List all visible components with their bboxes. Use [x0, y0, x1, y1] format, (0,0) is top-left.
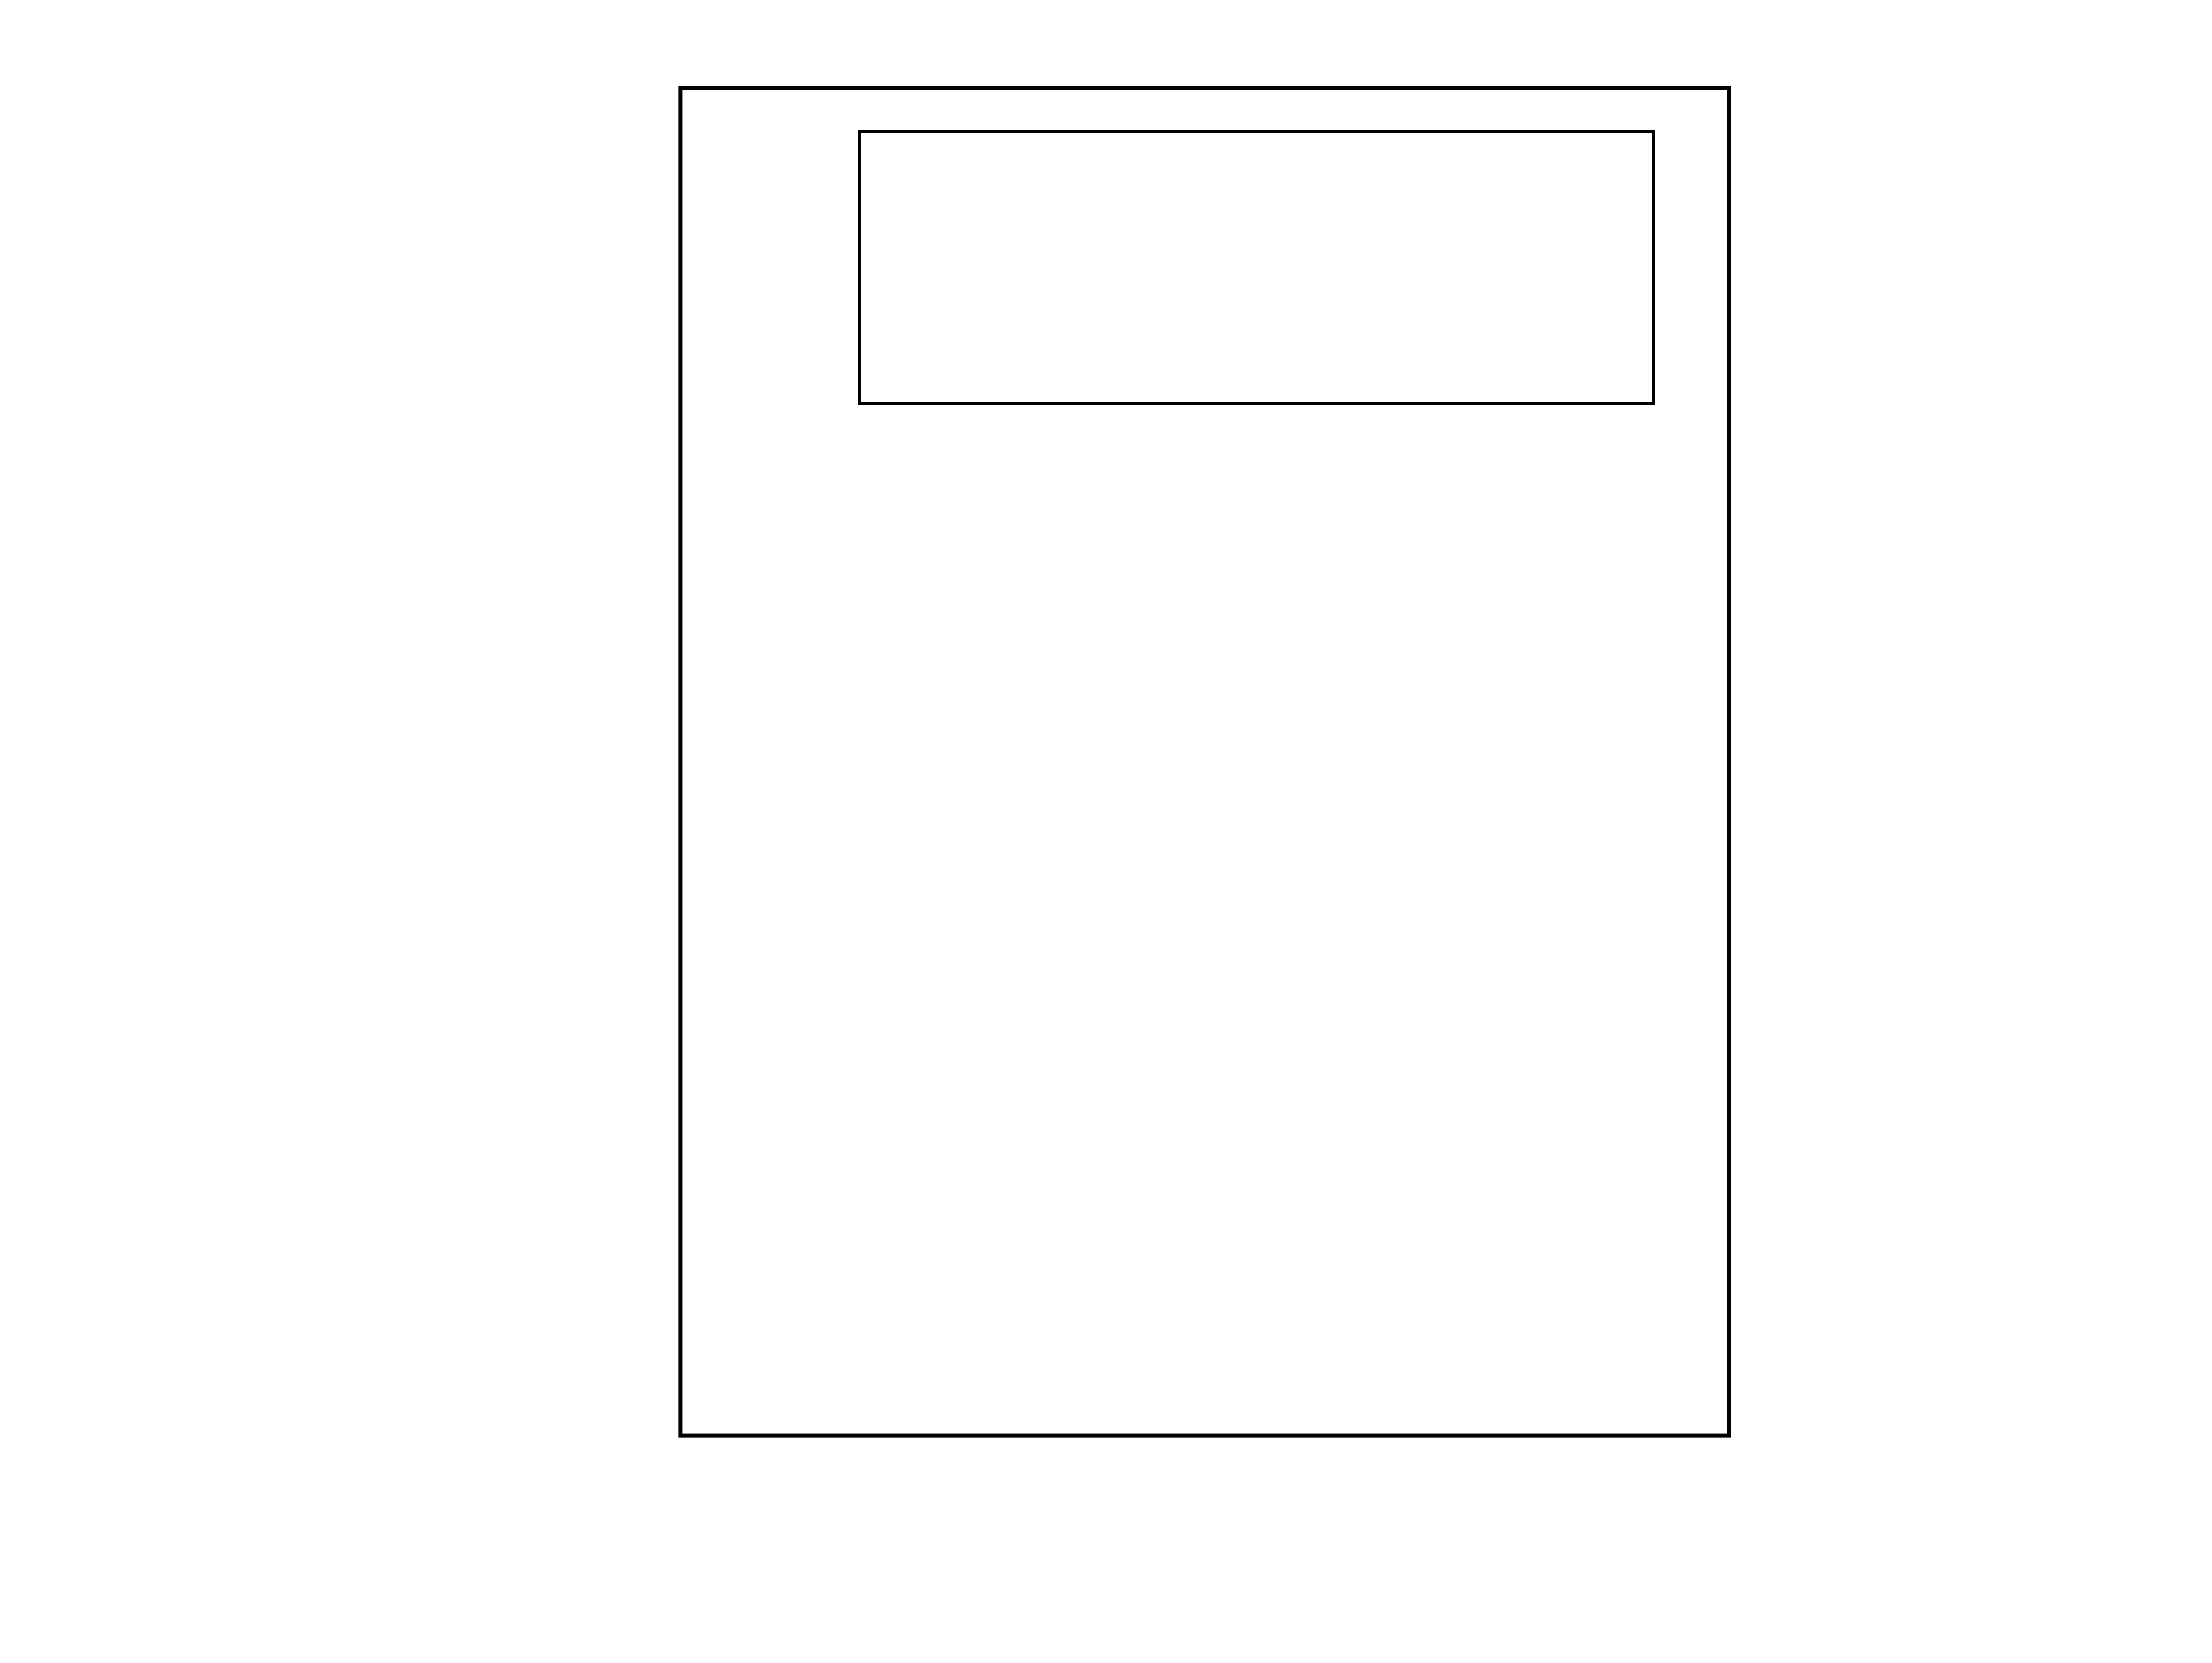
inset-background — [860, 131, 1654, 403]
inset-frame — [858, 130, 1655, 405]
main-plot — [678, 86, 1731, 1438]
main-plot-frame — [678, 86, 1731, 1438]
inset-plot — [858, 130, 1655, 405]
